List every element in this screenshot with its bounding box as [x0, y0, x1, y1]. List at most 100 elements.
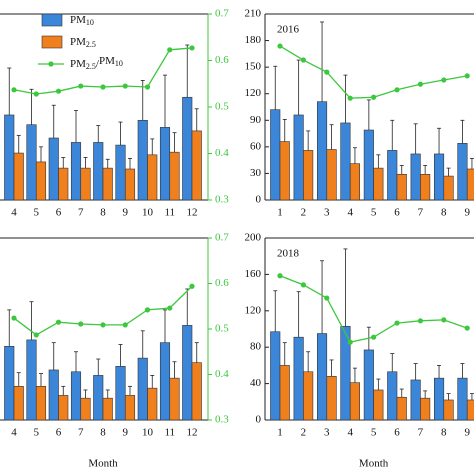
x-tick-label: 10: [142, 207, 154, 219]
x-tick-label: 7: [78, 427, 84, 439]
bar: [13, 152, 24, 201]
bar: [443, 175, 454, 201]
bar: [13, 386, 24, 421]
x-tick-label: 1: [277, 207, 283, 219]
bar: [363, 349, 374, 421]
ratio-marker: [33, 91, 39, 97]
ratio-marker: [100, 84, 106, 90]
x-tick-label: 8: [100, 427, 106, 439]
x-tick-label: 7: [418, 427, 424, 439]
x-tick-label: 11: [164, 207, 175, 219]
ratio-marker: [78, 321, 84, 327]
bar: [303, 371, 314, 421]
bar: [433, 377, 445, 421]
bar: [363, 129, 374, 201]
ratio-marker: [167, 305, 173, 311]
x-tick-label: 6: [394, 427, 400, 439]
y2-tick-label: 0.4: [215, 368, 229, 380]
ratio-marker: [144, 307, 151, 313]
bar: [48, 137, 59, 201]
bar: [349, 163, 361, 201]
ratio-line: [279, 45, 468, 99]
bar: [159, 342, 171, 421]
bar: [182, 96, 193, 201]
panel-title: 2018: [277, 248, 300, 260]
bar: [159, 127, 171, 201]
bar: [26, 339, 37, 421]
bar: [70, 371, 82, 421]
ratio-marker: [78, 83, 84, 89]
x-tick-label: 9: [123, 207, 129, 219]
ratio-marker: [122, 83, 128, 89]
bar: [387, 371, 398, 421]
ratio-line: [279, 275, 468, 343]
bar: [115, 144, 126, 201]
x-axis-label: Month: [88, 458, 118, 470]
ratio-marker: [189, 45, 195, 51]
ratio-marker: [324, 295, 330, 301]
bar: [303, 150, 314, 201]
ratio-marker: [441, 77, 447, 83]
y-tick-label: 160: [245, 268, 262, 280]
ratio-marker: [417, 81, 423, 87]
bar: [466, 399, 474, 421]
bar: [115, 366, 126, 421]
ratio-marker: [189, 283, 195, 289]
y2-tick-label: 0.6: [215, 277, 229, 289]
ratio-marker: [394, 320, 400, 326]
x-tick-label: 9: [464, 427, 470, 439]
x-tick-label: 5: [34, 427, 40, 439]
bar: [349, 382, 361, 421]
ratio-marker: [277, 273, 283, 279]
bar: [410, 153, 421, 201]
x-tick-label: 5: [371, 427, 377, 439]
bar: [373, 167, 384, 201]
bar: [137, 119, 148, 201]
bar: [191, 130, 202, 201]
legend-swatch: [41, 13, 63, 27]
y2-tick-label: 0.6: [215, 54, 229, 66]
bar: [147, 154, 158, 201]
bar: [410, 379, 421, 421]
bar: [420, 397, 431, 421]
bar: [4, 345, 15, 421]
bar: [58, 395, 69, 421]
bar: [169, 377, 180, 421]
legend-label: PM2.5/PM10: [70, 55, 123, 71]
x-tick-label: 4: [347, 207, 353, 219]
bar: [58, 167, 69, 201]
x-tick-label: 7: [78, 207, 84, 219]
ratio-marker: [55, 88, 62, 94]
panel-title: 2016: [277, 24, 300, 36]
y2-tick-label: 0.5: [215, 101, 229, 113]
bar: [433, 153, 445, 201]
bar: [102, 397, 113, 421]
bar: [387, 150, 398, 201]
legend-label: PM2.5: [70, 36, 96, 49]
x-tick-label: 5: [34, 207, 40, 219]
bar: [35, 161, 47, 201]
ratio-marker: [300, 282, 306, 288]
x-tick-label: 2: [301, 207, 307, 219]
bar: [137, 357, 148, 421]
y-tick-label: 180: [245, 34, 262, 46]
y-tick-label: 120: [245, 304, 262, 316]
bar: [326, 376, 337, 421]
x-tick-label: 9: [123, 427, 129, 439]
y2-tick-label: 0.5: [215, 323, 229, 335]
x-tick-label: 6: [56, 427, 62, 439]
bar: [169, 151, 180, 201]
ratio-marker: [167, 47, 173, 53]
ratio-marker: [11, 315, 17, 321]
y-tick-label: 0: [256, 414, 262, 426]
bar: [191, 362, 202, 421]
y2-tick-label: 0.7: [215, 8, 229, 20]
bar: [293, 114, 304, 201]
ratio-marker: [277, 43, 283, 49]
bar: [457, 377, 468, 421]
ratio-marker: [100, 322, 106, 328]
y2-tick-label: 0.3: [215, 414, 229, 426]
x-tick-label: 2: [301, 427, 307, 439]
y-tick-label: 150: [245, 61, 262, 73]
